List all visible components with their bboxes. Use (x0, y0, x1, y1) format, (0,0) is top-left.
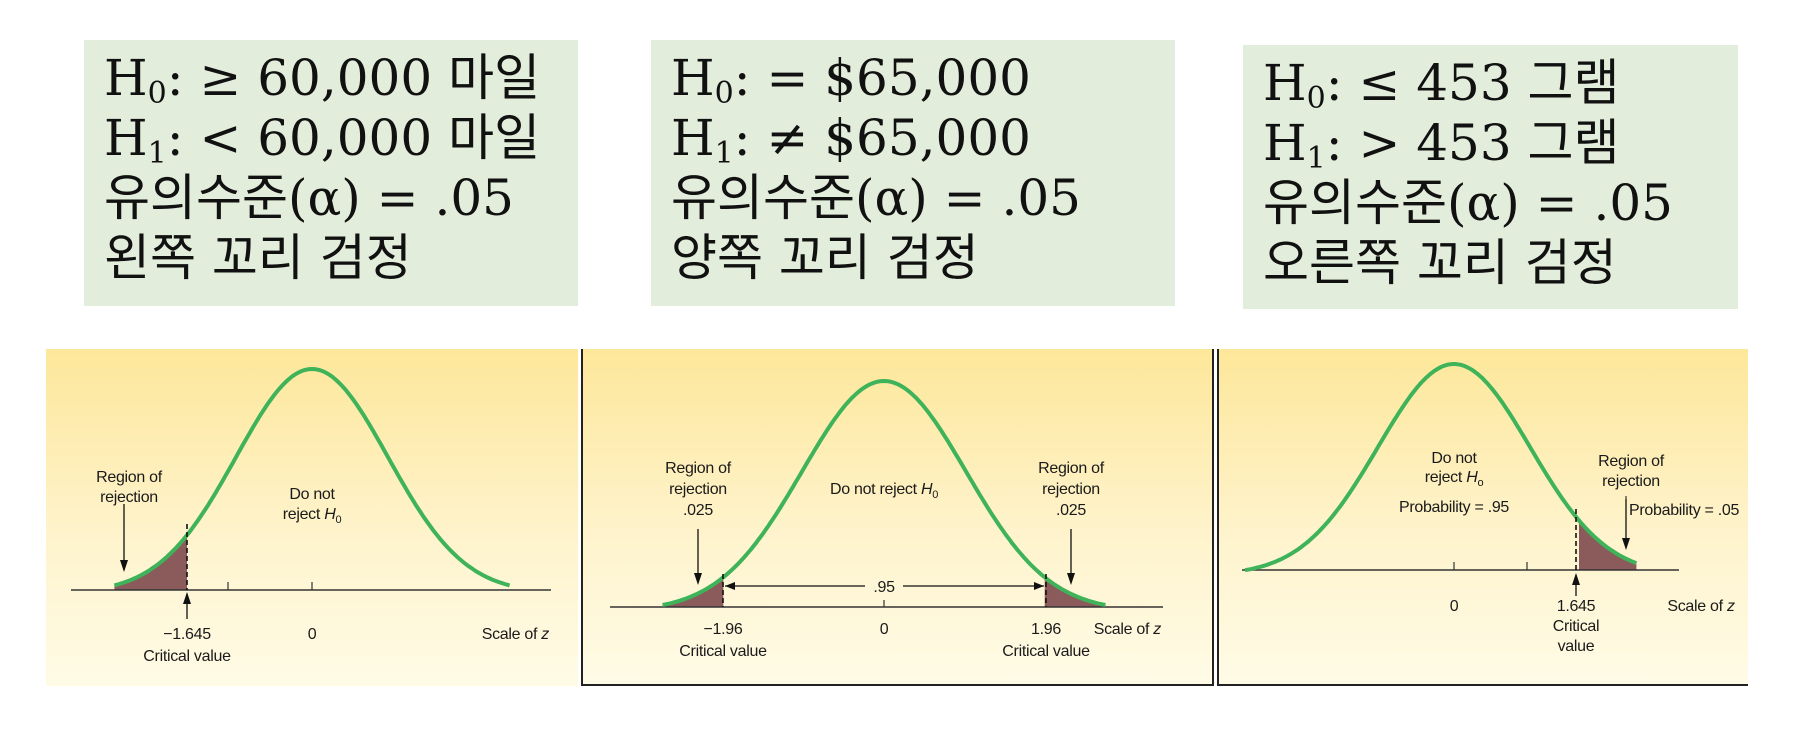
do-not-label-1: Do not (1431, 450, 1477, 467)
critical-value-right: Critical value (1002, 643, 1090, 660)
critical-value-left: Critical value (679, 643, 767, 660)
region-label-2: rejection (1602, 473, 1660, 490)
scale-of-z: Scale of z (482, 626, 550, 643)
region-right-2: rejection (1042, 481, 1100, 498)
alternative-hypothesis: H1: ≠ $65,000 (671, 109, 1031, 171)
region-left-1: Region of (665, 460, 732, 477)
tick-zero: 0 (1450, 598, 1459, 615)
arrow-head (1034, 582, 1044, 590)
region-right-1: Region of (1038, 460, 1105, 477)
critical-label-2: value (1558, 638, 1595, 655)
right-tail-diagram: Do not reject Ho Probability = .95 Regio… (1217, 349, 1748, 686)
null-hypothesis: H0: ≤ 453 그램 (1263, 54, 1620, 116)
region-label-1: Region of (96, 469, 163, 486)
significance-level: 유의수준(α) = .05 (671, 169, 1081, 227)
tick-right: 1.96 (1031, 621, 1061, 638)
tick-critical: −1.645 (163, 626, 211, 643)
arrow-head (694, 573, 702, 585)
do-not-label-2: reject H0 (283, 506, 342, 526)
scale-of-z: Scale of z (1667, 598, 1735, 615)
null-hypothesis: H0: = $65,000 (671, 49, 1031, 111)
region-label-2: rejection (100, 489, 158, 506)
significance-level: 유의수준(α) = .05 (1263, 174, 1673, 232)
arrow-head (1622, 538, 1630, 550)
two-tail-diagram: Region of rejection .025 Region of rejec… (581, 349, 1214, 686)
right-tail-svg: Do not reject Ho Probability = .95 Regio… (1242, 362, 1740, 655)
middle-probability: .95 (873, 579, 895, 596)
normal-curve (1244, 362, 1638, 573)
left-tail-svg: Region of rejection Do not reject H0 −1.… (71, 366, 551, 665)
do-not-reject-label: Do not reject H0 (830, 481, 938, 501)
alternative-hypothesis: H1: > 453 그램 (1263, 114, 1620, 176)
right-tail-hypothesis-box: H0: ≤ 453 그램 H1: > 453 그램 유의수준(α) = .05 … (1243, 45, 1738, 309)
tick-zero: 0 (880, 621, 889, 638)
test-type: 양쪽 꼬리 검정 (671, 229, 979, 287)
significance-level: 유의수준(α) = .05 (104, 169, 514, 227)
tick-zero: 0 (308, 626, 317, 643)
rejection-region-left (662, 577, 724, 607)
tick-critical: 1.645 (1557, 598, 1596, 615)
rejection-region-right (1044, 577, 1106, 607)
critical-label-1: Critical (1553, 618, 1600, 635)
scale-of-z: Scale of z (1094, 621, 1162, 638)
tick-left: −1.96 (704, 621, 743, 638)
null-hypothesis: H0: ≥ 60,000 마일 (104, 49, 541, 111)
do-not-label-1: Do not (289, 486, 335, 503)
arrow-head (1572, 573, 1580, 585)
test-type: 왼쪽 꼬리 검정 (104, 229, 412, 287)
rejection-region-fill (114, 535, 187, 590)
alternative-hypothesis: H1: < 60,000 마일 (104, 109, 541, 171)
region-left-3: .025 (683, 502, 713, 519)
two-tail-hypothesis-box: H0: = $65,000 H1: ≠ $65,000 유의수준(α) = .0… (651, 40, 1175, 306)
arrow-head (120, 560, 128, 572)
arrow-head (1067, 573, 1075, 585)
region-label-1: Region of (1598, 453, 1665, 470)
two-tail-svg: Region of rejection .025 Region of rejec… (610, 378, 1163, 660)
normal-curve (113, 366, 511, 588)
do-not-label-2: reject Ho (1425, 469, 1484, 489)
probability-reject: Probability = .05 (1629, 502, 1739, 519)
arrow-head (183, 592, 191, 604)
critical-value-label: Critical value (143, 648, 231, 665)
region-right-3: .025 (1056, 502, 1086, 519)
normal-curve (662, 378, 1106, 607)
arrow-head (725, 582, 735, 590)
test-type: 오른쪽 꼬리 검정 (1263, 234, 1617, 292)
probability-accept: Probability = .95 (1399, 499, 1509, 516)
left-tail-diagram: Region of rejection Do not reject H0 −1.… (46, 349, 578, 686)
left-tail-hypothesis-box: H0: ≥ 60,000 마일 H1: < 60,000 마일 유의수준(α) … (84, 40, 578, 306)
region-left-2: rejection (669, 481, 727, 498)
